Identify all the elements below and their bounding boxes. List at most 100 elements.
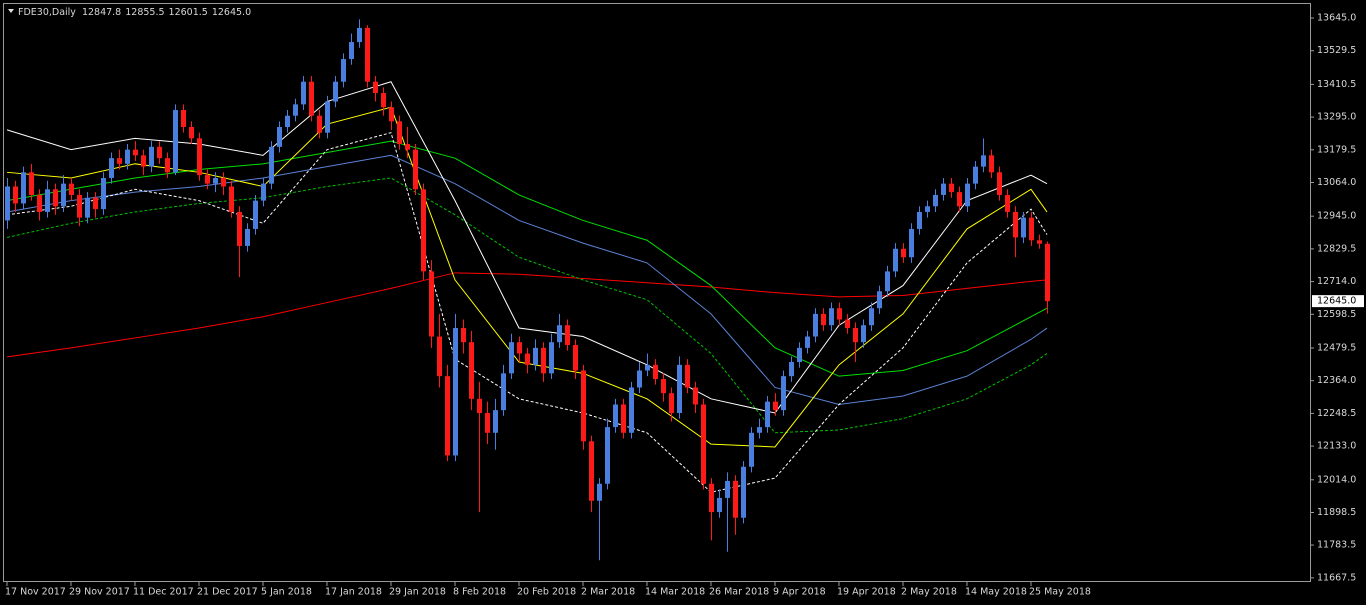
- candle-body: [917, 211, 922, 229]
- candle-body: [333, 81, 338, 102]
- candle-body: [381, 93, 386, 108]
- y-tick-label: 13645.0: [1317, 13, 1356, 24]
- candle-body: [621, 404, 626, 433]
- candle-body: [981, 155, 986, 167]
- candle-body: [1029, 217, 1034, 241]
- candle-body: [565, 325, 570, 346]
- candle-body: [645, 364, 650, 371]
- y-tick-label: 13064.0: [1317, 177, 1356, 188]
- candle-body: [453, 328, 458, 456]
- candle-body: [37, 194, 42, 212]
- current-price-label: 12645.0: [1317, 296, 1356, 307]
- y-tick-label: 12714.0: [1317, 276, 1356, 287]
- candle-body: [573, 345, 578, 371]
- candle-body: [557, 325, 562, 343]
- candle-body: [613, 404, 618, 428]
- candle-body: [461, 328, 466, 343]
- x-tick-label: 17 Jan 2018: [325, 587, 382, 598]
- indicator-line: [6, 81, 1048, 414]
- header-value: 12645.0: [212, 7, 251, 18]
- candle-body: [549, 342, 554, 374]
- candle-body: [445, 376, 450, 456]
- candle-body: [397, 121, 402, 144]
- candle-body: [309, 81, 314, 116]
- candle-body: [1045, 243, 1050, 302]
- indicator-line: [6, 272, 1048, 358]
- current-price-box: [1312, 295, 1364, 308]
- y-tick-label: 12829.5: [1317, 243, 1356, 254]
- candle-body: [357, 27, 362, 43]
- header-value: 12847.8: [82, 7, 121, 18]
- x-tick-label: 11 Dec 2017: [133, 587, 194, 598]
- candle-body: [869, 308, 874, 326]
- candle-body: [125, 149, 130, 164]
- candle-body: [213, 177, 218, 184]
- candle-body: [901, 248, 906, 258]
- candle-body: [29, 172, 34, 195]
- candle-body: [101, 177, 106, 210]
- candle-body: [477, 398, 482, 413]
- candle-body: [997, 172, 1002, 195]
- candle-body: [1037, 240, 1042, 244]
- candle-body: [957, 192, 962, 207]
- candle-body: [877, 291, 882, 309]
- header-arrow: [8, 9, 14, 13]
- candle-body: [861, 325, 866, 343]
- x-tick-label: 2 Mar 2018: [581, 587, 635, 598]
- candle-body: [109, 158, 114, 178]
- y-tick-label: 12014.0: [1317, 474, 1356, 485]
- candle-body: [789, 362, 794, 377]
- candle-body: [581, 370, 586, 442]
- x-tick-label: 5 Jan 2018: [261, 587, 312, 598]
- candle-body: [725, 480, 730, 498]
- candle-body: [149, 146, 154, 167]
- candle-body: [437, 336, 442, 377]
- candle-body: [69, 183, 74, 195]
- candle-body: [517, 342, 522, 354]
- x-tick-label: 14 May 2018: [965, 587, 1027, 598]
- candle-body: [637, 370, 642, 388]
- candle-body: [173, 110, 178, 173]
- candle-body: [5, 186, 10, 221]
- candle-body: [205, 175, 210, 184]
- x-tick-label: 29 Jan 2018: [389, 587, 446, 598]
- candle-body: [845, 319, 850, 329]
- x-tick-label: 9 Apr 2018: [773, 587, 826, 598]
- candle-body: [341, 59, 346, 82]
- y-tick-label: 13410.5: [1317, 79, 1356, 90]
- candle-body: [837, 308, 842, 320]
- indicator-line: [6, 132, 1048, 493]
- candle-body: [949, 183, 954, 193]
- y-tick-label: 11667.5: [1317, 572, 1356, 583]
- candle-body: [685, 364, 690, 388]
- candle-body: [85, 197, 90, 218]
- candle-body: [141, 155, 146, 167]
- y-tick-label: 12945.0: [1317, 211, 1356, 222]
- candle-body: [589, 441, 594, 501]
- candle-body: [765, 401, 770, 428]
- candle-body: [605, 427, 610, 484]
- candle-body: [21, 172, 26, 204]
- candle-body: [893, 248, 898, 272]
- candle-body: [53, 189, 58, 207]
- candle-body: [277, 127, 282, 147]
- x-tick-label: 8 Feb 2018: [453, 587, 506, 598]
- candle-body: [541, 347, 546, 374]
- x-tick-label: 21 Dec 2017: [197, 587, 258, 598]
- candle-body: [509, 342, 514, 374]
- candle-body: [405, 143, 410, 150]
- candle-body: [677, 364, 682, 413]
- candle-body: [709, 483, 714, 513]
- candle-body: [1005, 194, 1010, 212]
- candle-body: [181, 110, 186, 128]
- candle-body: [749, 432, 754, 467]
- candle-body: [493, 410, 498, 433]
- candle-body: [813, 313, 818, 337]
- candle-body: [77, 194, 82, 218]
- x-tick-label: 26 Mar 2018: [709, 587, 769, 598]
- y-tick-label: 12364.0: [1317, 375, 1356, 386]
- candle-body: [1013, 211, 1018, 238]
- header-value: 12601.5: [169, 7, 208, 18]
